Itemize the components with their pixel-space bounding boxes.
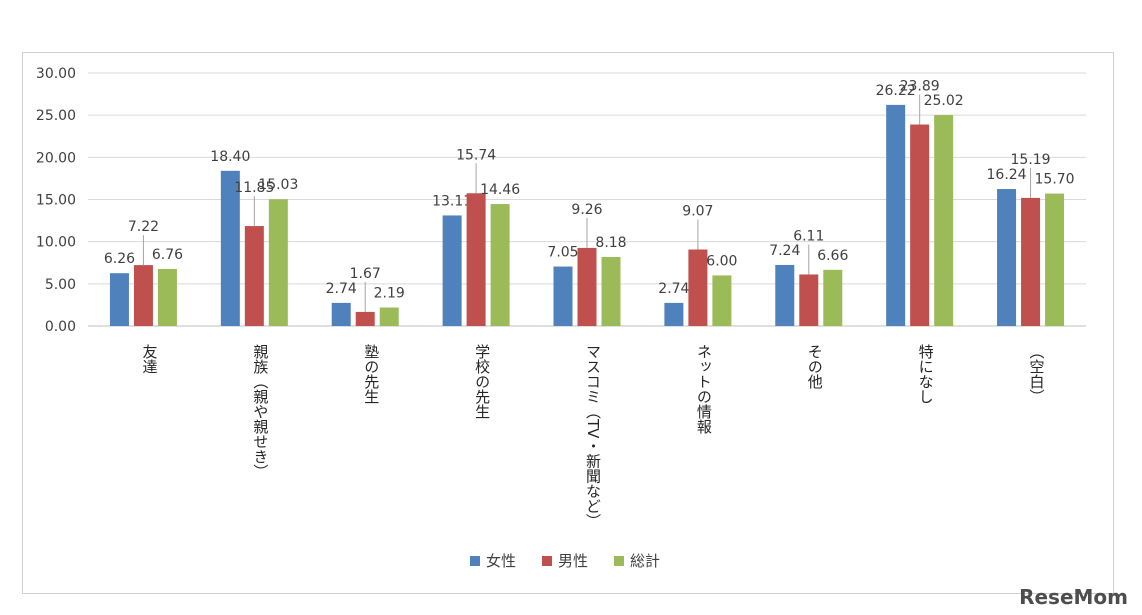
data-label: 6.76: [152, 247, 183, 263]
data-label: 8.18: [595, 235, 626, 251]
data-label: 13.11: [432, 193, 472, 209]
bar: [712, 275, 732, 326]
x-category-label: 友達: [140, 344, 158, 374]
y-tick-label: 10.00: [36, 235, 76, 251]
data-label: 6.11: [793, 228, 824, 244]
bar: [688, 249, 708, 326]
bar: [910, 124, 930, 326]
bar: [490, 204, 510, 326]
y-tick-label: 30.00: [36, 66, 76, 82]
data-label: 7.24: [769, 243, 800, 259]
x-category-label: 塾の先生: [362, 344, 380, 404]
data-label: 14.46: [480, 182, 520, 198]
bar: [1021, 197, 1041, 326]
bar: [442, 215, 462, 326]
bar: [886, 104, 906, 327]
bar: [601, 257, 621, 326]
x-category-label: その他: [806, 344, 824, 390]
x-category-label: （空白）: [1028, 344, 1046, 404]
data-label: 25.02: [924, 93, 964, 109]
bar: [1045, 193, 1065, 326]
bar: [331, 302, 351, 326]
bar: [244, 226, 264, 326]
bar: [355, 311, 375, 326]
legend-label: 総計: [630, 552, 660, 570]
data-label: 1.67: [350, 266, 381, 282]
legend-swatch: [614, 556, 624, 566]
y-tick-label: 15.00: [36, 193, 76, 209]
x-category-label: 特になし: [917, 344, 935, 404]
bar: [823, 269, 843, 326]
bar: [799, 274, 819, 326]
x-category-label: マスコミ（TV・新聞など）: [584, 344, 602, 528]
legend-label: 男性: [558, 552, 588, 570]
y-tick-label: 20.00: [36, 150, 76, 166]
data-label: 16.24: [987, 167, 1027, 183]
legend-label: 女性: [486, 552, 516, 570]
data-label: 15.74: [456, 147, 496, 163]
bar: [157, 268, 177, 326]
y-tick-label: 5.00: [45, 277, 76, 293]
x-category-label: ネットの情報: [695, 344, 713, 434]
data-label: 18.40: [210, 149, 250, 165]
bar: [466, 193, 486, 326]
x-category-label: 学校の先生: [473, 344, 491, 419]
data-label: 7.22: [128, 219, 159, 235]
bar: [577, 247, 597, 326]
data-label: 15.19: [1011, 152, 1051, 168]
data-label: 6.26: [104, 251, 135, 267]
data-label: 9.26: [571, 202, 602, 218]
x-category-label: 親族（親や親せき）: [251, 344, 269, 479]
bar: [133, 265, 153, 326]
bar: [268, 199, 288, 326]
data-label: 26.22: [876, 83, 916, 99]
bar: [109, 273, 129, 326]
bar: [220, 170, 240, 326]
data-label: 7.05: [547, 245, 578, 261]
data-label: 11.85: [234, 180, 274, 196]
legend-swatch: [542, 556, 552, 566]
bar: [997, 189, 1017, 326]
bar: [379, 307, 399, 326]
data-label: 2.74: [326, 281, 357, 297]
data-label: 6.66: [817, 248, 848, 264]
bar: [934, 114, 954, 326]
bar: [664, 302, 684, 326]
bar: [775, 264, 795, 326]
data-label: 9.07: [682, 204, 713, 220]
y-tick-label: 25.00: [36, 108, 76, 124]
bar: [553, 266, 573, 326]
data-label: 15.03: [258, 177, 298, 193]
data-label: 2.19: [374, 286, 405, 302]
data-label: 15.70: [1035, 172, 1075, 188]
data-label: 2.74: [658, 281, 689, 297]
y-tick-label: 0.00: [45, 319, 76, 335]
data-label: 6.00: [706, 253, 737, 269]
watermark-logo: ReseMom: [1019, 585, 1128, 609]
legend-swatch: [470, 556, 480, 566]
data-label: 23.89: [900, 79, 940, 95]
